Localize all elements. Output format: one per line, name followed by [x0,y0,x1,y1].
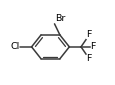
Text: Cl: Cl [10,42,19,51]
Text: F: F [86,54,91,63]
Text: Br: Br [55,15,65,23]
Text: F: F [90,42,95,51]
Text: F: F [86,30,91,39]
